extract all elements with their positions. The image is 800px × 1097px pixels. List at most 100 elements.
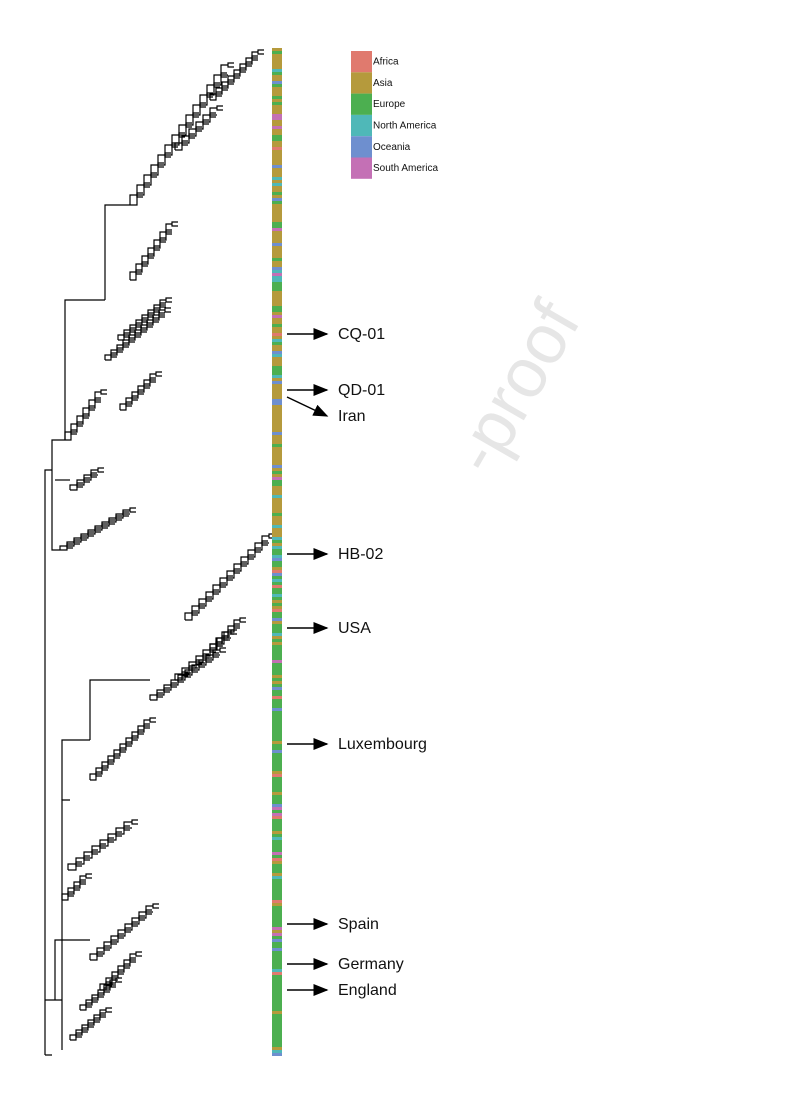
strip-cell (272, 210, 282, 213)
strip-cell (272, 510, 282, 513)
annotation-label: Iran (338, 408, 366, 425)
strip-cell (272, 639, 282, 642)
strip-cell (272, 1017, 282, 1020)
strip-cell (272, 579, 282, 582)
strip-cell (272, 393, 282, 396)
strip-cell (272, 828, 282, 831)
strip-cell (272, 969, 282, 972)
strip-cell (272, 294, 282, 297)
branch (69, 1009, 106, 1041)
strip-cell (272, 708, 282, 711)
branch (129, 64, 228, 206)
strip-cell (272, 297, 282, 300)
strip-cell (272, 984, 282, 987)
branch (67, 821, 132, 871)
strip-cell (272, 918, 282, 921)
strip-cell (272, 519, 282, 522)
strip-cell (272, 648, 282, 651)
strip-cell (272, 993, 282, 996)
strip-cell (272, 378, 282, 381)
strip-cell (272, 954, 282, 957)
strip-cell (272, 426, 282, 429)
strip-cell (272, 447, 282, 450)
strip-cell (272, 123, 282, 126)
strip-cell (272, 1050, 282, 1053)
branch (97, 467, 104, 473)
branch (44, 469, 52, 1056)
strip-cell (272, 324, 282, 327)
strip-cell (272, 633, 282, 636)
strip-cell (272, 57, 282, 60)
strip-cell (272, 441, 282, 444)
strip-cell (272, 897, 282, 900)
strip-cell (272, 720, 282, 723)
strip-cell (272, 540, 282, 543)
strip-cell (272, 399, 282, 402)
branch (219, 647, 226, 653)
strip-cell (272, 348, 282, 351)
branch (89, 905, 153, 961)
strip-cell (272, 819, 282, 822)
branch (79, 979, 116, 1011)
strip-cell (272, 474, 282, 477)
strip-cell (272, 552, 282, 555)
annotation-label: England (338, 982, 397, 999)
branch (45, 799, 70, 1050)
strip-cell (272, 837, 282, 840)
strip-cell (272, 75, 282, 78)
strip-cell (272, 333, 282, 336)
strip-cell (272, 270, 282, 273)
strip-cell (272, 630, 282, 633)
strip-cell (272, 405, 282, 408)
region-strip (272, 48, 282, 1056)
strip-cell (272, 132, 282, 135)
strip-cell (272, 429, 282, 432)
branch (85, 873, 92, 879)
strip-cell (272, 120, 282, 123)
strip-cell (272, 801, 282, 804)
strip-cell (272, 831, 282, 834)
strip-cell (272, 150, 282, 153)
strip-cell (272, 603, 282, 606)
strip-cell (272, 735, 282, 738)
strip-cell (272, 432, 282, 435)
strip-cell (272, 105, 282, 108)
branch (135, 951, 142, 957)
strip-cell (272, 924, 282, 927)
strip-cell (272, 525, 282, 528)
strip-cell (272, 564, 282, 567)
strip-cell (272, 312, 282, 315)
strip-cell (272, 762, 282, 765)
strip-cell (272, 687, 282, 690)
strip-cell (272, 438, 282, 441)
strip-cell (272, 651, 282, 654)
legend-label: South America (373, 163, 438, 174)
strip-cell (272, 864, 282, 867)
annotation-label: Germany (338, 956, 404, 973)
strip-cell (272, 360, 282, 363)
strip-cell (272, 903, 282, 906)
strip-cell (272, 534, 282, 537)
strip-cell (272, 144, 282, 147)
annotations: CQ-01 QD-01 Iran HB-02 USA Luxembourg Spain Ger… (286, 326, 427, 999)
strip-cell (272, 390, 282, 393)
strip-cell (272, 282, 282, 285)
branch (257, 49, 264, 55)
strip-cell (272, 858, 282, 861)
strip-cell (272, 87, 282, 90)
branch (100, 389, 107, 395)
strip-cell (272, 1026, 282, 1029)
strip-cell (272, 777, 282, 780)
strip-cell (272, 933, 282, 936)
strip-cell (272, 246, 282, 249)
branch (239, 617, 246, 623)
strip-cell (272, 660, 282, 663)
strip-cell (272, 162, 282, 165)
strip-cell (272, 531, 282, 534)
strip-cell (272, 948, 282, 951)
strip-cell (272, 141, 282, 144)
strip-cell (272, 228, 282, 231)
strip-cell (272, 537, 282, 540)
